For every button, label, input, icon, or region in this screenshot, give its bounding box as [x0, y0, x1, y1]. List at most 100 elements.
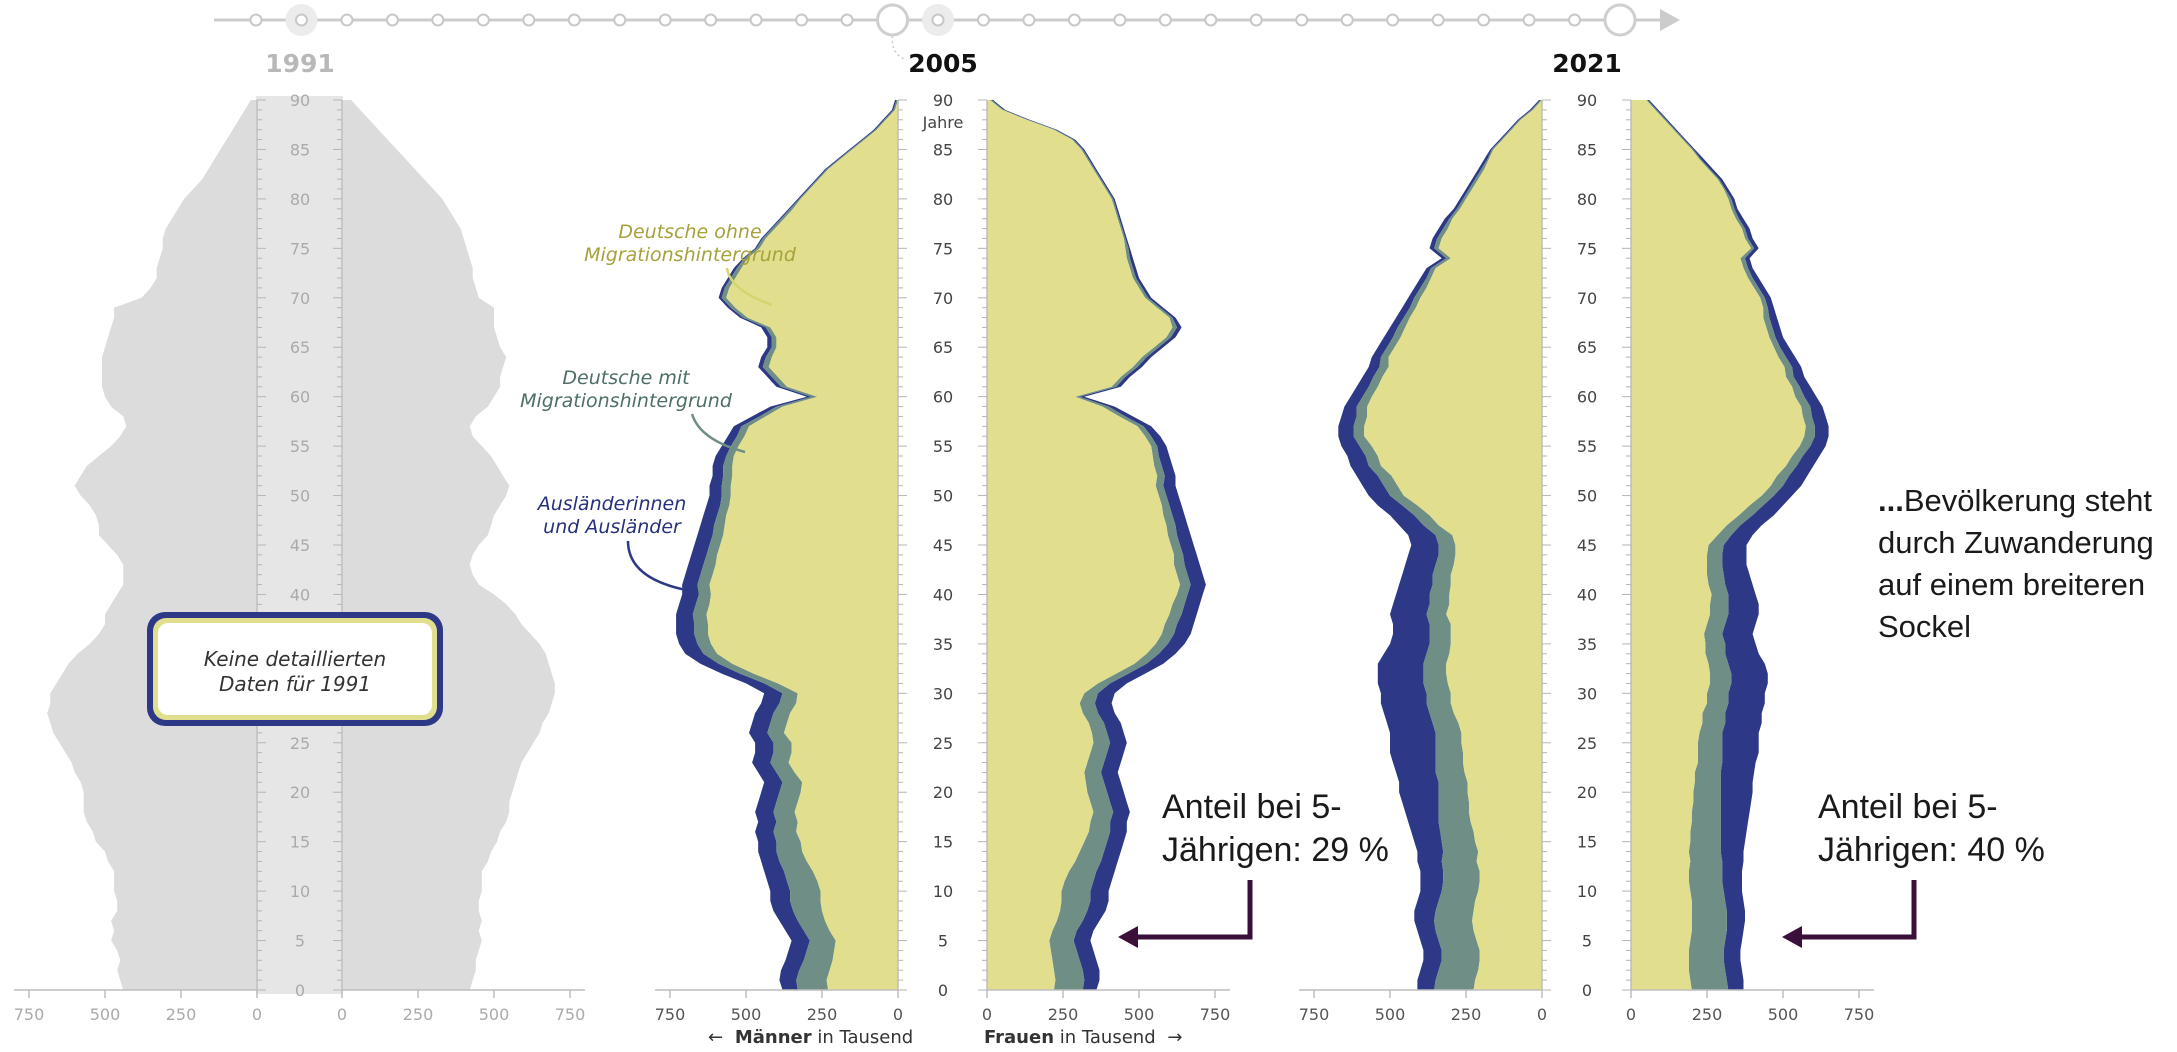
x-tick-label: 250	[1451, 1005, 1482, 1024]
timeline-year-dot[interactable]	[249, 13, 263, 27]
timeline-year-dot[interactable]	[704, 13, 718, 27]
x-tick-label: 500	[1124, 1005, 1155, 1024]
timeline-year-dot[interactable]	[1249, 13, 1263, 27]
timeline-pointer	[891, 35, 907, 61]
timeline-year-dot[interactable]	[340, 13, 354, 27]
legend-aus-leader	[626, 540, 687, 592]
age-tick-label: 35	[1577, 635, 1597, 654]
age-tick-label: 75	[1577, 239, 1597, 258]
men-axis-caption: ← Männer in Tausend	[708, 1027, 913, 1048]
x-tick-label: 0	[893, 1005, 903, 1024]
female-series-auslaender	[1647, 100, 1829, 990]
age-tick-label: 5	[1582, 932, 1592, 951]
x-tick-label: 0	[1626, 1005, 1636, 1024]
age-tick-label: 25	[1577, 734, 1597, 753]
age-tick-label: 20	[290, 783, 310, 802]
age-tick-label: 35	[933, 635, 953, 654]
age-tick-label: 30	[1577, 684, 1597, 703]
timeline-year-dot[interactable]	[1295, 13, 1309, 27]
timeline-year-dot[interactable]	[795, 13, 809, 27]
age-tick-label: 70	[290, 289, 310, 308]
timeline-year-dot[interactable]	[522, 13, 536, 27]
timeline-year-dot[interactable]	[476, 13, 490, 27]
x-tick-label: 750	[655, 1005, 686, 1024]
age-tick-label: 10	[290, 882, 310, 901]
timeline-year-dot[interactable]	[1204, 13, 1218, 27]
timeline-year-dot[interactable]	[431, 13, 445, 27]
legend-deutsche-mit: Deutsche mit Migrationshintergrund	[520, 367, 746, 454]
x-tick-label: 0	[337, 1005, 347, 1024]
timeline-year-dot[interactable]	[294, 13, 308, 27]
age-tick-label: 60	[1577, 388, 1597, 407]
timeline-year-dot[interactable]	[931, 13, 945, 27]
timeline-year-dot[interactable]	[1340, 13, 1354, 27]
x-tick-label: 500	[90, 1005, 121, 1024]
x-tick-label: 500	[1768, 1005, 1799, 1024]
x-tick-label: 250	[1692, 1005, 1723, 1024]
timeline-year-dot[interactable]	[385, 13, 399, 27]
age-tick-label: 5	[295, 932, 305, 951]
share-arrowhead-2005	[1118, 926, 1138, 948]
no-data-line-1: Keine detaillierten	[204, 647, 386, 671]
x-tick-label: 750	[555, 1005, 586, 1024]
age-tick-label: 10	[933, 882, 953, 901]
year-title-2005: 2005	[908, 49, 978, 78]
timeline-year-dot[interactable]	[840, 13, 854, 27]
timeline-year-dot[interactable]	[749, 13, 763, 27]
age-tick-label: 45	[1577, 536, 1597, 555]
x-tick-label: 250	[403, 1005, 434, 1024]
x-tick-label: 750	[14, 1005, 45, 1024]
timeline-year-dot[interactable]	[658, 13, 672, 27]
age-tick-label: 50	[290, 487, 310, 506]
timeline-year-dot[interactable]	[1568, 13, 1582, 27]
age-unit-label: Jahre	[922, 113, 964, 132]
timeline-year-dot[interactable]	[1386, 13, 1400, 27]
side-annotation: ...Bevölkerung steht durch Zuwanderung a…	[1878, 480, 2154, 648]
timeline-year-dot[interactable]	[1431, 13, 1445, 27]
share-2021-line-1: Anteil bei 5-	[1818, 788, 1998, 826]
pyramid-1991: 0510152025303540455055606570758085907505…	[14, 91, 586, 1024]
legend-deutsche-ohne: Deutsche ohne Migrationshintergrund	[584, 221, 797, 307]
age-tick-label: 75	[933, 239, 953, 258]
age-tick-label: 0	[938, 981, 948, 1000]
play-icon[interactable]	[1660, 9, 1680, 31]
age-tick-label: 55	[290, 437, 310, 456]
age-tick-label: 55	[1577, 437, 1597, 456]
age-tick-label: 20	[1577, 783, 1597, 802]
timeline-year-dot[interactable]	[567, 13, 581, 27]
legend-auslaender: Ausländerinnen und Ausländer	[536, 493, 687, 592]
women-axis-caption: Frauen in Tausend →	[984, 1027, 1182, 1048]
female-area-1991	[342, 100, 555, 990]
x-tick-label: 250	[166, 1005, 197, 1024]
age-tick-label: 90	[1577, 91, 1597, 110]
age-tick-label: 25	[290, 734, 310, 753]
timeline-year-dot[interactable]	[1067, 13, 1081, 27]
no-data-box: Keine detaillierten Daten für 1991	[147, 612, 443, 726]
x-tick-label: 750	[1844, 1005, 1875, 1024]
share-2005-line-2: Jährigen: 29 %	[1162, 831, 1389, 869]
timeline-year-dot[interactable]	[1158, 13, 1172, 27]
timeline-slider[interactable]	[214, 3, 1680, 61]
x-tick-label: 750	[1200, 1005, 1231, 1024]
timeline-year-marker[interactable]	[1603, 3, 1637, 37]
age-tick-label: 20	[933, 783, 953, 802]
age-tick-label: 85	[933, 140, 953, 159]
timeline-year-dot[interactable]	[1522, 13, 1536, 27]
age-tick-label: 80	[933, 190, 953, 209]
side-line-1: Bevölkerung steht	[1903, 483, 2152, 518]
men-label: Männer	[735, 1027, 812, 1048]
age-tick-label: 0	[295, 981, 305, 1000]
timeline-year-dot[interactable]	[1113, 13, 1127, 27]
timeline-year-dot[interactable]	[1022, 13, 1036, 27]
legend-ohne-leader	[725, 267, 773, 307]
women-unit: in Tausend	[1060, 1027, 1156, 1048]
timeline-year-dot[interactable]	[1477, 13, 1491, 27]
age-tick-label: 55	[933, 437, 953, 456]
timeline-year-dot[interactable]	[976, 13, 990, 27]
age-tick-label: 40	[1577, 585, 1597, 604]
timeline-year-marker[interactable]	[876, 3, 910, 37]
age-tick-label: 15	[933, 833, 953, 852]
share-annotation-2021: Anteil bei 5- Jährigen: 40 %	[1818, 786, 2045, 872]
year-title-1991: 1991	[265, 49, 335, 78]
timeline-year-dot[interactable]	[613, 13, 627, 27]
